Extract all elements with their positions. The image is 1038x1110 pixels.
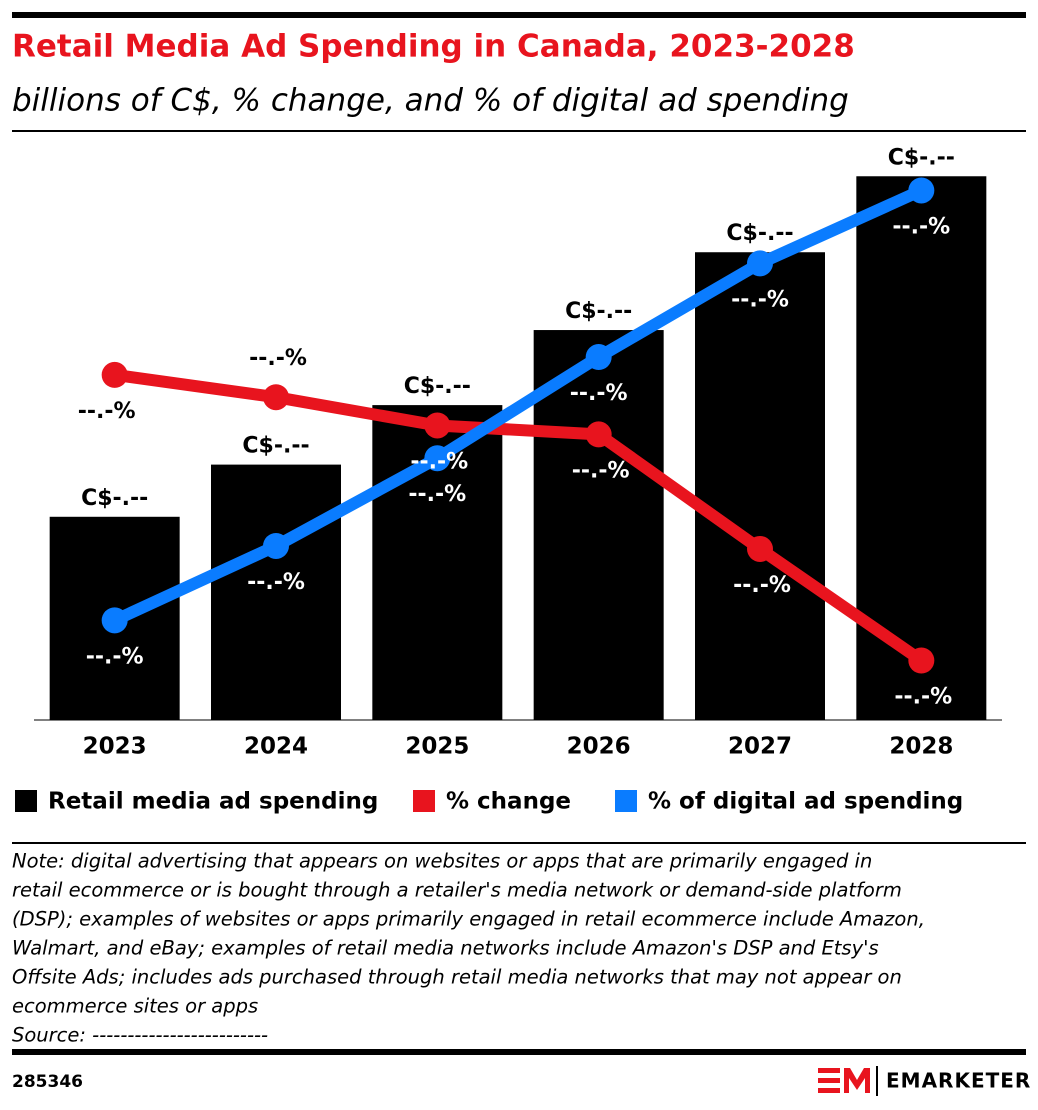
note-line: (DSP); examples of websites or apps prim… [12,908,925,931]
line-point [101,607,128,634]
data-label: C$-.-- [242,434,309,459]
data-label: --.-% [572,458,630,483]
legend-swatch [413,790,435,812]
legend-label: Retail media ad spending [48,789,378,815]
chart-id: 285346 [12,1072,83,1092]
line-point [585,344,612,371]
data-label: --.-% [408,482,466,507]
bar [695,252,825,720]
data-label: --.-% [78,399,136,424]
data-label: C$-.-- [81,486,148,511]
note-line: Source: ------------------------- [12,1024,268,1047]
x-tick-label: 2023 [83,734,147,760]
data-label: --.-% [86,644,144,669]
logo [818,1066,878,1096]
data-label: C$-.-- [404,374,471,399]
line-point [263,384,289,411]
x-tick-label: 2026 [567,734,631,760]
data-label: --.-% [247,570,305,595]
x-tick-label: 2027 [728,734,792,760]
x-tick-label: 2025 [405,734,469,760]
line-point [908,647,935,674]
chart-title: Retail Media Ad Spending in Canada, 2023… [12,29,855,65]
line-point [424,412,451,439]
rule [12,130,1026,132]
x-tick-label: 2024 [244,734,308,760]
legend-label: % of digital ad spending [648,789,963,815]
chart-subtitle: billions of C$, % change, and % of digit… [12,83,849,119]
data-label: --.-% [731,287,789,312]
legend-swatch [615,790,637,812]
bottom-rule [12,1049,1026,1055]
data-label: --.-% [892,214,950,239]
line-point [101,361,128,388]
data-label: --.-% [570,381,628,406]
line-point [747,250,773,277]
data-label: C$-.-- [888,145,955,170]
line-point [585,421,612,448]
rule [12,842,1026,844]
note-line: Walmart, and eBay; examples of retail me… [12,937,879,960]
legend-swatch [15,790,37,812]
x-tick-label: 2028 [889,734,953,760]
line-point [908,177,935,204]
bar [211,464,341,720]
data-label: C$-.-- [565,299,632,324]
top-rule [12,12,1026,18]
line [112,184,924,626]
bar [856,176,987,720]
data-label: --.-% [894,685,952,710]
note-line: Offsite Ads; includes ads purchased thro… [12,966,902,989]
note-line: ecommerce sites or apps [12,995,258,1018]
line-point [424,445,451,472]
note-line: Note: digital advertising that appears o… [12,850,872,873]
data-label: --.-% [733,573,791,598]
data-label: --.-% [249,346,307,371]
legend-label: % change [446,789,571,815]
brand: EMARKETER [886,1069,1031,1093]
data-label: --.-% [410,449,468,474]
note-line: retail ecommerce or is bought through a … [12,879,902,902]
data-label: C$-.-- [726,221,793,246]
line-point [263,532,289,559]
bar [533,330,664,720]
line [113,368,925,666]
line-point [747,535,773,562]
